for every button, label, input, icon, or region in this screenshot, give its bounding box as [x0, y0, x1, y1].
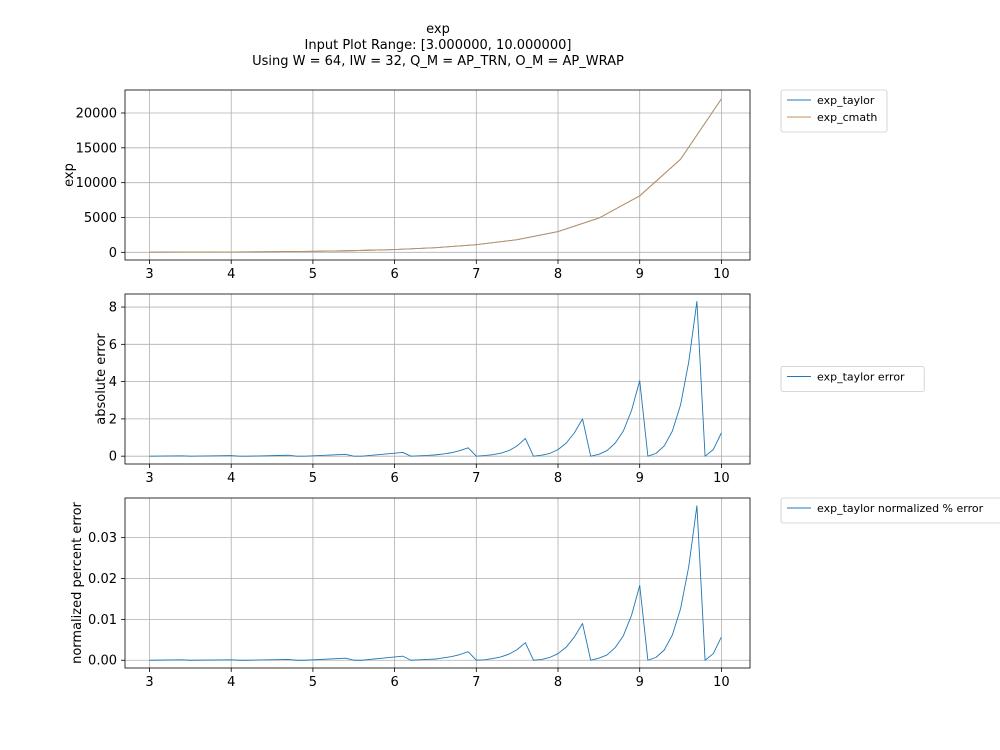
series-line-exp-taylor — [149, 98, 722, 253]
y-tick-label: 15000 — [76, 141, 117, 156]
axes-frame — [124, 89, 751, 261]
x-tick-label: 6 — [390, 675, 398, 690]
legend-box — [780, 497, 1000, 524]
x-tick-label: 8 — [554, 675, 562, 690]
x-tick-label: 7 — [472, 267, 480, 282]
title-line-2: Input Plot Range: [3.000000, 10.000000] — [305, 38, 572, 53]
legend: exp_taylor error — [780, 366, 925, 392]
grid — [125, 498, 750, 668]
x-tick-label: 6 — [390, 267, 398, 282]
legend-box — [780, 89, 888, 133]
x-tick-label: 6 — [390, 471, 398, 486]
y-tick-label: 6 — [109, 338, 117, 353]
chart-panels: 3 4 5 6 7 8 9 10 0 5000 10000 15000 20000 exp exp_tayl… — [62, 89, 1000, 690]
legend-label: exp_cmath — [817, 111, 877, 124]
x-tick-label: 4 — [227, 675, 235, 690]
y-tick-label: 0.01 — [88, 613, 117, 628]
x-tick-label: 5 — [309, 675, 317, 690]
x-tick-label: 10 — [713, 471, 730, 486]
x-tick-label: 7 — [472, 675, 480, 690]
panel-2: 3 4 5 6 7 8 9 10 0 2 4 6 8 absolute error exp_taylor e… — [94, 293, 925, 486]
legend: exp_taylor normalized % error — [780, 497, 1000, 524]
x-tick-label: 9 — [636, 471, 644, 486]
legend-label: exp_taylor error — [817, 371, 905, 384]
y-tick-label: 4 — [109, 375, 117, 390]
y-axis-label: absolute error — [94, 333, 109, 425]
x-tick-label: 3 — [145, 471, 153, 486]
legend-box — [780, 366, 925, 392]
panel-1: 3 4 5 6 7 8 9 10 0 5000 10000 15000 20000 exp exp_tayl… — [62, 89, 888, 282]
y-tick-label: 8 — [109, 301, 117, 316]
series-line-exp-taylor-normalized-error — [149, 505, 722, 661]
x-tick-label: 9 — [636, 267, 644, 282]
x-tick-label: 3 — [145, 267, 153, 282]
x-tick-label: 8 — [554, 471, 562, 486]
axes-frame — [124, 293, 751, 465]
x-tick-label: 10 — [713, 675, 730, 690]
y-tick-label: 2 — [109, 412, 117, 427]
x-tick-label: 4 — [227, 267, 235, 282]
legend-label: exp_taylor normalized % error — [817, 502, 984, 515]
axes-frame — [124, 497, 751, 669]
legend-label: exp_taylor — [817, 94, 875, 107]
title-line-3: Using W = 64, IW = 32, Q_M = AP_TRN, O_M… — [252, 54, 624, 69]
y-tick-label: 20000 — [76, 106, 117, 121]
x-tick-label: 5 — [309, 267, 317, 282]
x-tick-label: 7 — [472, 471, 480, 486]
y-tick-label: 0.02 — [88, 572, 117, 587]
y-tick-label: 5000 — [84, 211, 117, 226]
x-tick-label: 4 — [227, 471, 235, 486]
grid — [125, 90, 750, 260]
y-axis-label: normalized percent error — [70, 501, 85, 663]
grid — [125, 294, 750, 464]
x-tick-label: 9 — [636, 675, 644, 690]
series-line-exp-cmath — [149, 98, 722, 253]
y-tick-label: 10000 — [76, 176, 117, 191]
figure-title: exp Input Plot Range: [3.000000, 10.0000… — [252, 22, 624, 69]
x-tick-label: 5 — [309, 471, 317, 486]
title-line-1: exp — [426, 22, 450, 37]
x-tick-label: 10 — [713, 267, 730, 282]
series-line-exp-taylor-error — [149, 301, 722, 457]
x-tick-label: 8 — [554, 267, 562, 282]
legend: exp_taylor exp_cmath — [780, 89, 888, 133]
y-tick-label: 0.00 — [88, 654, 117, 669]
y-axis-label: exp — [62, 163, 77, 187]
y-tick-label: 0 — [109, 450, 117, 465]
y-tick-label: 0 — [109, 246, 117, 261]
y-tick-label: 0.03 — [88, 531, 117, 546]
x-tick-label: 3 — [145, 675, 153, 690]
